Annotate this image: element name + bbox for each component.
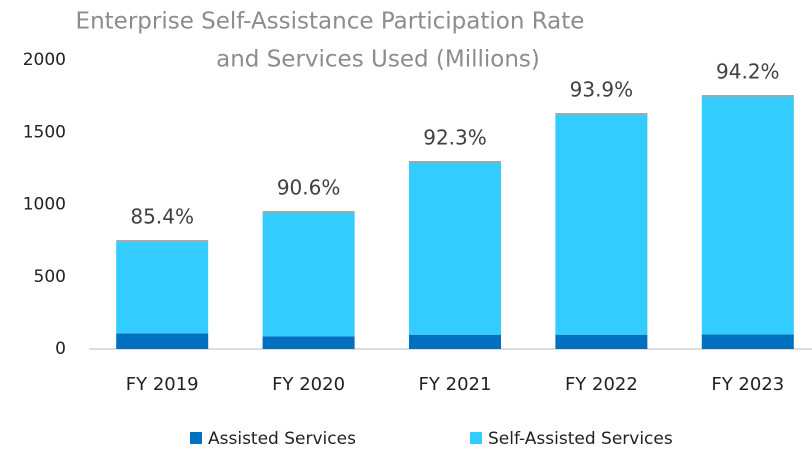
bar-segment xyxy=(701,96,794,335)
x-tick-label: FY 2022 xyxy=(565,374,638,395)
legend-label: Assisted Services xyxy=(208,429,356,449)
bar-segment xyxy=(701,334,794,349)
chart-title: and Services Used (Millions) xyxy=(216,47,540,73)
legend-swatch xyxy=(190,432,202,444)
total-label: 94.2% xyxy=(716,59,780,83)
chart-title: Enterprise Self-Assistance Participation… xyxy=(76,9,585,35)
total-label: 92.3% xyxy=(423,126,487,150)
bar-cap xyxy=(116,240,209,243)
x-tick-label: FY 2021 xyxy=(419,374,492,395)
bar-segment xyxy=(409,163,501,335)
x-tick-label: FY 2019 xyxy=(126,374,199,395)
y-tick-label: 1500 xyxy=(23,122,66,142)
bar-segment xyxy=(409,334,501,349)
x-tick-label: FY 2020 xyxy=(272,374,345,395)
x-tick-label: FY 2023 xyxy=(711,374,784,395)
bar-segment xyxy=(262,336,355,349)
bar-cap xyxy=(701,94,794,97)
bar-segment xyxy=(555,115,648,335)
bar-segment xyxy=(116,242,209,334)
legend-label: Self-Assisted Services xyxy=(488,429,673,449)
total-label: 93.9% xyxy=(570,78,634,102)
bar-cap xyxy=(409,161,501,164)
legend-swatch xyxy=(470,432,482,444)
total-label: 85.4% xyxy=(130,205,194,229)
y-tick-label: 2000 xyxy=(23,50,66,70)
bar-segment xyxy=(555,334,648,349)
bar-segment xyxy=(262,213,355,337)
y-tick-label: 0 xyxy=(55,339,66,359)
bar-segment xyxy=(116,333,209,349)
bar-cap xyxy=(555,113,648,116)
y-tick-label: 500 xyxy=(34,267,66,287)
bar-cap xyxy=(262,211,355,214)
y-tick-label: 1000 xyxy=(23,195,66,215)
total-label: 90.6% xyxy=(277,176,341,200)
